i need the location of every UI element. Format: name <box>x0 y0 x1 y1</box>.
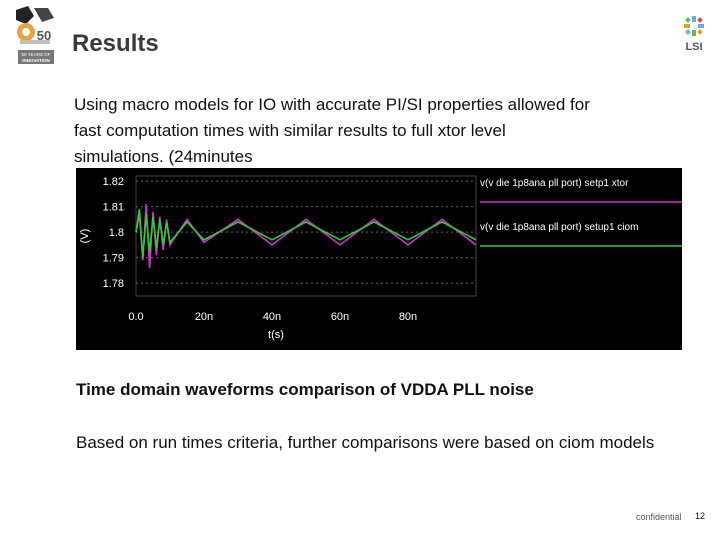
conclusion-paragraph: Based on run times criteria, further com… <box>76 433 655 452</box>
legend-layer: v(v die 1p8ana pll port) setp1 xtor v(v d… <box>480 178 682 247</box>
legend-label: v(v die 1p8ana pll port) setp1 xtor <box>480 178 629 189</box>
x-tick-label: 0.0 <box>128 311 143 323</box>
y-axis-label: (V) <box>79 229 91 244</box>
slide-title: Results <box>72 30 159 57</box>
waveform-chart: 1.78 1.79 1.8 1.81 1.82 0.0 20n 40n 60n 80n (V) t(s… <box>79 175 682 341</box>
y-tick-label: 1.82 <box>103 176 124 188</box>
grid-layer <box>135 175 477 297</box>
series-line-1 <box>135 204 477 268</box>
badge-line1: 50 YEARS OF <box>22 52 51 57</box>
badge-line2: INNOVATION <box>22 58 50 63</box>
series-layer <box>135 204 477 268</box>
axis-layer: 1.78 1.79 1.8 1.81 1.82 0.0 20n 40n 60n 80n (V) t(s… <box>79 176 417 341</box>
x-tick-label: 80n <box>399 311 417 323</box>
y-tick-label: 1.79 <box>103 253 124 265</box>
y-tick-label: 1.8 <box>109 227 124 239</box>
x-tick-label: 40n <box>263 311 281 323</box>
footer-confidential: confidential <box>636 512 682 522</box>
waveform-plot: 1.78 1.79 1.8 1.81 1.82 0.0 20n 40n 60n 80n (V) t(s… <box>76 168 682 350</box>
lsi-brand: LSI <box>685 41 702 53</box>
y-tick-label: 1.81 <box>103 202 124 214</box>
legend-label: v(v die 1p8ana pll port) setup1 ciom <box>480 222 638 233</box>
page-number: 12 <box>695 511 706 521</box>
x-axis-label: t(s) <box>268 329 284 341</box>
badge-number: 50 <box>37 28 51 43</box>
fifty-years-logo: 50 50 YEARS OF INNOVATION <box>14 6 58 66</box>
lsi-starburst-icon <box>684 16 704 36</box>
lsi-logo: LSI <box>684 16 704 53</box>
intro-paragraph: Using macro models for IO with accurate … <box>74 95 590 166</box>
y-tick-label: 1.78 <box>103 278 124 290</box>
figure-caption: Time domain waveforms comparison of VDDA… <box>76 380 534 399</box>
x-tick-label: 20n <box>195 311 213 323</box>
series-line-2 <box>135 209 477 258</box>
plot-frame <box>135 175 477 297</box>
x-tick-label: 60n <box>331 311 349 323</box>
